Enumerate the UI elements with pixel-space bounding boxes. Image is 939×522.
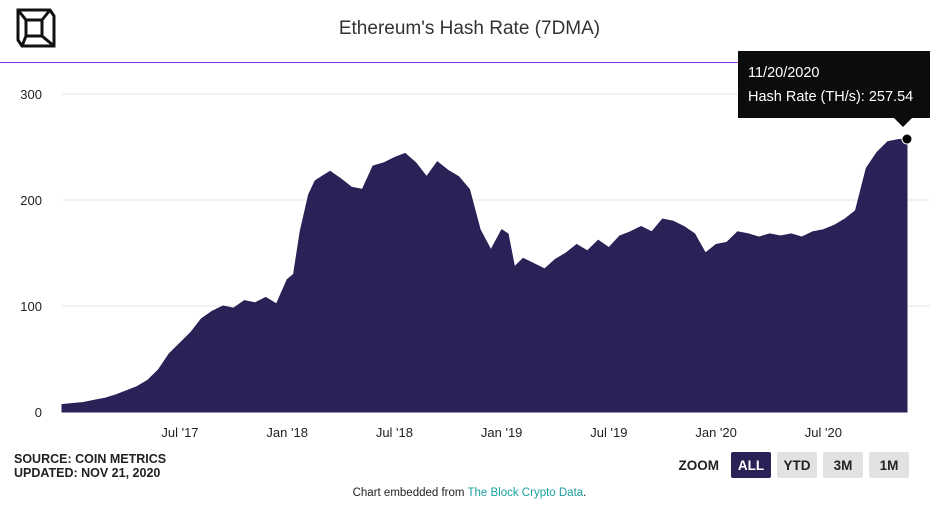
tooltip-arrow [894, 118, 912, 127]
chart-tooltip: 11/20/2020 Hash Rate (TH/s): 257.54 [738, 51, 930, 118]
updated-text: UPDATED: NOV 21, 2020 [14, 466, 161, 480]
embed-credit: Chart embedded from The Block Crypto Dat… [0, 487, 939, 499]
tooltip-date: 11/20/2020 [748, 65, 820, 81]
x-tick-label: Jul '20 [805, 425, 842, 440]
y-tick-label: 300 [20, 87, 42, 102]
zoom-button-3m[interactable]: 3M [823, 452, 863, 478]
y-tick-label: 100 [20, 299, 42, 314]
x-tick-label: Jul '17 [161, 425, 198, 440]
x-tick-label: Jul '18 [376, 425, 413, 440]
embed-prefix: Chart embedded from [352, 487, 465, 499]
zoom-controls: ZOOM ALL YTD 3M 1M [678, 452, 909, 478]
title-divider [0, 62, 930, 63]
y-tick-label: 200 [20, 193, 42, 208]
source-text: SOURCE: COIN METRICS [14, 452, 167, 466]
x-tick-label: Jan '19 [481, 425, 523, 440]
chart-title-container: Ethereum's Hash Rate (7DMA) [0, 18, 939, 40]
zoom-label: ZOOM [678, 457, 720, 473]
hash-rate-area [61, 138, 908, 413]
zoom-button-all[interactable]: ALL [731, 452, 771, 478]
the-block-logo-icon [16, 8, 56, 48]
highlight-point [901, 133, 913, 145]
tooltip-value: Hash Rate (TH/s): 257.54 [748, 89, 914, 105]
x-tick-label: Jul '19 [590, 425, 627, 440]
embed-link[interactable]: The Block Crypto Data [467, 487, 584, 499]
x-tick-label: Jan '20 [695, 425, 737, 440]
zoom-button-ytd[interactable]: YTD [777, 452, 817, 478]
x-tick-label: Jan '18 [266, 425, 308, 440]
zoom-button-1m[interactable]: 1M [869, 452, 909, 478]
source-block: SOURCE: COIN METRICS UPDATED: NOV 21, 20… [14, 452, 166, 480]
embed-suffix: . [583, 487, 587, 499]
chart-title: Ethereum's Hash Rate (7DMA) [338, 18, 601, 39]
y-tick-label: 0 [35, 405, 42, 420]
